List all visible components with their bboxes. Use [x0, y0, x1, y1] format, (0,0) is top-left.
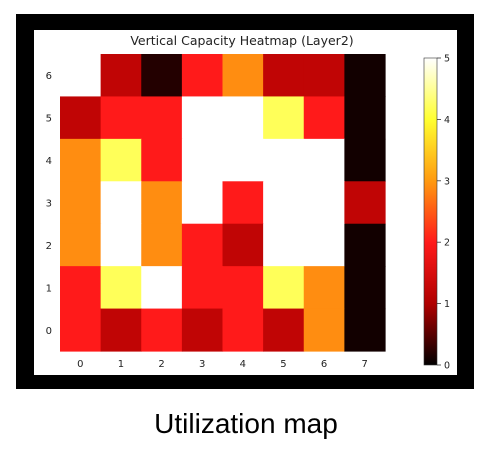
colorbar-tick-label: 4 [444, 115, 450, 126]
x-tick-label: 5 [280, 359, 286, 370]
heatmap-cell [60, 54, 102, 98]
x-tick-label: 4 [240, 359, 246, 370]
heatmap-cell [100, 138, 142, 182]
heatmap-cell [141, 181, 183, 225]
heatmap-cell [181, 308, 224, 352]
y-tick-label: 3 [46, 199, 52, 210]
heatmap-cell [344, 308, 386, 352]
heatmap-cell [263, 266, 305, 310]
colorbar-tick-label: 3 [444, 176, 450, 187]
y-tick-label: 2 [46, 241, 52, 252]
heatmap-cell [263, 54, 305, 98]
x-tick-label: 6 [321, 359, 327, 370]
heatmap-cell [181, 96, 224, 140]
heatmap-cell [222, 308, 264, 352]
heatmap-cell [181, 54, 224, 98]
heatmap-cell [141, 54, 183, 98]
heatmap-cell [141, 96, 183, 140]
heatmap-cell [181, 138, 224, 182]
y-tick-label: 0 [46, 326, 52, 337]
heatmap-cell [303, 308, 345, 352]
y-tick-label: 5 [46, 114, 52, 125]
heatmap-cell [60, 96, 102, 140]
heatmap-cell [263, 96, 305, 140]
heatmap-cell [222, 223, 264, 267]
heatmap-cell [60, 181, 102, 225]
heatmap-cell [100, 54, 142, 98]
y-tick-label: 4 [46, 156, 52, 167]
heatmap-cell [263, 308, 305, 352]
heatmap-cell [100, 96, 142, 140]
heatmap-cell [222, 181, 264, 225]
heatmap-cell [303, 181, 345, 225]
x-tick-label: 7 [362, 359, 368, 370]
heatmap-cell [222, 138, 264, 182]
heatmap-cell [100, 266, 142, 310]
heatmap-cell [303, 96, 345, 140]
colorbar-tick-label: 2 [444, 238, 450, 249]
heatmap-cell [344, 54, 386, 98]
heatmap-cell [222, 54, 264, 98]
colorbar-tick-label: 5 [444, 54, 450, 65]
heatmap-cell [100, 223, 142, 267]
heatmap-cell [303, 266, 345, 310]
heatmap-cell [303, 138, 345, 182]
heatmap-cell [60, 138, 102, 182]
colorbar [423, 57, 438, 366]
colorbar-tick-label: 1 [444, 299, 450, 310]
heatmap-cell [181, 223, 224, 267]
heatmap-cell [303, 223, 345, 267]
heatmap-cell [100, 181, 142, 225]
heatmap-cell [344, 96, 386, 140]
heatmap-cell [222, 96, 264, 140]
heatmap-cell [222, 266, 264, 310]
heatmap-cell [60, 266, 102, 310]
heatmap-cell [344, 266, 386, 310]
y-tick-label: 6 [46, 71, 52, 82]
heatmap-cell [303, 54, 345, 98]
heatmap-cell [141, 308, 183, 352]
y-tick-label: 1 [46, 283, 52, 294]
heatmap-cell [60, 223, 102, 267]
x-tick-label: 0 [77, 359, 83, 370]
heatmap-cell [181, 181, 224, 225]
colorbar-tick-label: 0 [444, 361, 450, 372]
panel-label: (e) [61, 55, 91, 77]
chart-title: Vertical Capacity Heatmap (Layer2) [130, 33, 353, 48]
heatmap-cell [141, 138, 183, 182]
heatmap-cell [181, 266, 224, 310]
heatmap-cell [141, 223, 183, 267]
heatmap-cell [100, 308, 142, 352]
heatmap-cell [60, 308, 102, 352]
heatmap-chart: Vertical Capacity Heatmap (Layer2) (e) 0… [46, 33, 450, 372]
figure-caption: Utilization map [154, 408, 338, 439]
x-tick-label: 1 [118, 359, 124, 370]
heatmap-cell [263, 223, 305, 267]
heatmap-cell [263, 138, 305, 182]
heatmap-figure: Vertical Capacity Heatmap (Layer2) (e) 0… [16, 14, 474, 389]
heatmap-cell [263, 181, 305, 225]
plot-area: Vertical Capacity Heatmap (Layer2) (e) 0… [34, 30, 457, 375]
heatmap-cell [344, 138, 386, 182]
heatmap-cell [141, 266, 183, 310]
x-tick-label: 3 [199, 359, 205, 370]
x-tick-label: 2 [158, 359, 164, 370]
heatmap-cell [344, 181, 386, 225]
heatmap-cell [344, 223, 386, 267]
